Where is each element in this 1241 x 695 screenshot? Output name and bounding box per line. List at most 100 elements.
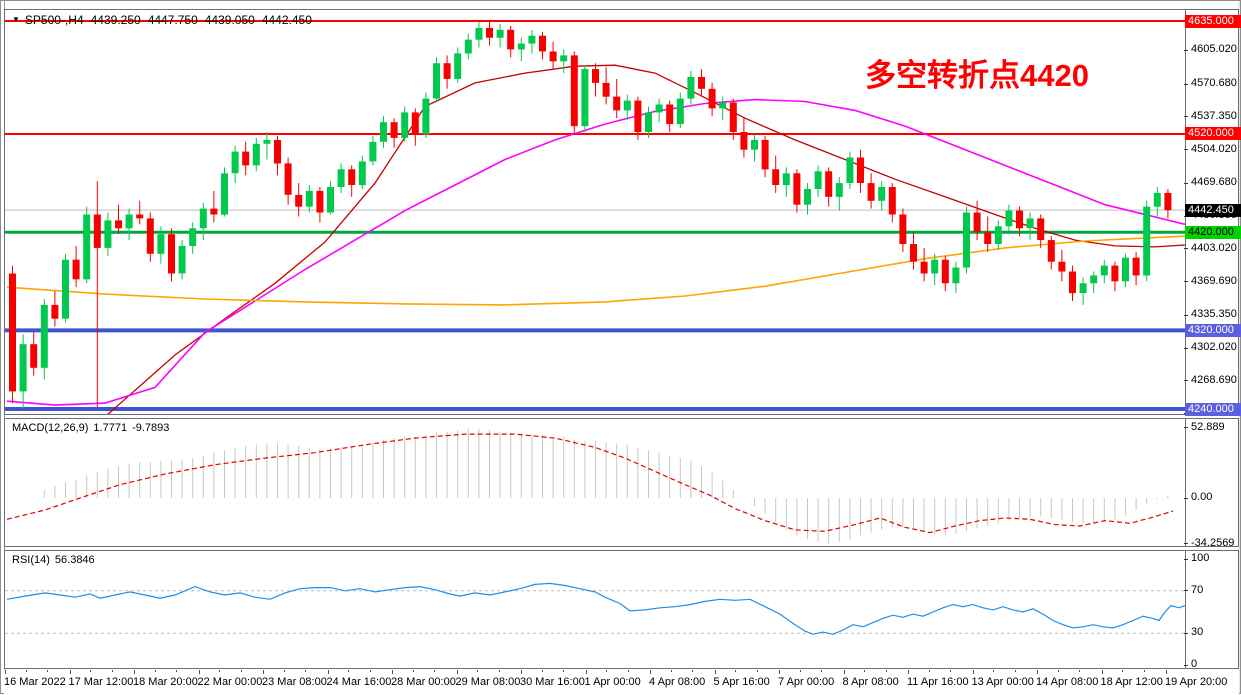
- time-tick-major: [392, 670, 393, 674]
- time-tick-major: [69, 670, 71, 674]
- macd-name: MACD(12,26,9): [12, 422, 89, 434]
- price-axis-separator: [1185, 10, 1186, 414]
- time-tick-major: [5, 670, 6, 674]
- time-tick-minor: [498, 670, 500, 672]
- time-tick-major: [521, 670, 522, 674]
- time-axis-label: 11 Apr 16:00: [907, 676, 969, 688]
- time-tick-major: [263, 670, 264, 674]
- chart-header: ▼ SP500-,H4 4439.250 4447.750 4439.050 4442.4…: [12, 13, 312, 27]
- macd-panel: MACD(12,26,9) 1.7771 -9.7893: [4, 418, 1239, 547]
- time-tick-minor: [412, 670, 414, 672]
- time-axis-label: 13 Apr 00:00: [971, 676, 1034, 688]
- time-tick-major: [456, 670, 458, 674]
- main-chart-panel: ▼ SP500-,H4 4439.250 4447.750 4439.050 4442.4…: [4, 9, 1239, 415]
- quote-close: 4442.450: [261, 13, 312, 27]
- rsi-line: [6, 582, 1185, 635]
- moving-average-red: [107, 64, 1185, 414]
- time-tick-minor: [606, 670, 607, 672]
- time-axis-label: 14 Apr 08:00: [1036, 676, 1099, 688]
- quote-low: 4439.050: [204, 13, 255, 27]
- macd-histogram: [43, 428, 1169, 544]
- macd-main-value: 1.7771: [93, 422, 128, 434]
- time-tick-minor: [692, 670, 693, 672]
- time-axis-label: 17 Mar 12:00: [68, 676, 134, 688]
- time-tick-minor: [1079, 670, 1080, 672]
- macd-signal-line: [6, 433, 1174, 534]
- time-tick-minor: [1143, 670, 1145, 672]
- time-tick-major: [1166, 670, 1167, 674]
- quote-high: 4447.750: [147, 13, 198, 27]
- time-tick-minor: [47, 670, 48, 672]
- time-tick-minor: [735, 670, 736, 672]
- time-tick-minor: [434, 670, 435, 672]
- time-tick-minor: [1122, 670, 1123, 672]
- macd-axis-separator: [1185, 419, 1186, 546]
- moving-average-orange: [6, 235, 1185, 306]
- macd-signal-value: -9.7893: [132, 422, 170, 434]
- time-tick-minor: [283, 670, 285, 672]
- collapse-triangle-icon[interactable]: ▼: [12, 15, 20, 24]
- time-tick-major: [972, 670, 974, 674]
- time-tick-minor: [928, 670, 930, 672]
- time-tick-minor: [305, 670, 306, 672]
- time-tick-major: [1037, 670, 1038, 674]
- time-axis-label: 18 Apr 12:00: [1100, 676, 1163, 688]
- time-tick-minor: [885, 670, 887, 672]
- time-tick-minor: [563, 670, 564, 672]
- window-right-edge: [1238, 1, 1240, 693]
- time-tick-minor: [864, 670, 865, 672]
- time-axis-label: 29 Mar 08:00: [455, 676, 521, 688]
- time-tick-minor: [799, 670, 801, 672]
- time-tick-minor: [240, 670, 242, 672]
- time-tick-minor: [90, 670, 91, 672]
- time-tick-minor: [541, 670, 543, 672]
- rsi-canvas[interactable]: [5, 551, 1185, 668]
- time-tick-major: [327, 670, 329, 674]
- time-axis-label: 19 Apr 20:00: [1165, 676, 1228, 688]
- time-axis-label: 30 Mar 16:00: [520, 676, 585, 688]
- time-axis-label: 23 Mar 08:00: [262, 676, 327, 688]
- time-axis[interactable]: 16 Mar 2022 17 Mar 12:00 18 Mar 20:00 22 Ma…: [4, 670, 1239, 694]
- time-tick-minor: [154, 670, 156, 672]
- rsi-value: 56.3846: [54, 554, 95, 566]
- macd-canvas[interactable]: [5, 419, 1185, 546]
- time-tick-minor: [1014, 670, 1016, 672]
- time-tick-minor: [348, 670, 349, 672]
- time-tick-major: [134, 670, 135, 674]
- time-axis-label: 18 Mar 20:00: [133, 676, 198, 688]
- time-tick-minor: [756, 670, 758, 672]
- time-tick-major: [650, 670, 651, 674]
- quote-open: 4439.250: [90, 13, 141, 27]
- time-axis-label: 1 Apr 00:00: [584, 676, 641, 688]
- symbol-label: SP500-,H4: [24, 13, 84, 27]
- time-axis-label: 22 Mar 00:00: [197, 676, 263, 688]
- time-tick-minor: [219, 670, 220, 672]
- time-tick-minor: [993, 670, 994, 672]
- rsi-header: RSI(14) 56.3846: [12, 554, 95, 566]
- time-tick-minor: [627, 670, 629, 672]
- time-tick-major: [908, 670, 909, 674]
- price-chart-canvas[interactable]: [5, 10, 1185, 414]
- rsi-panel: RSI(14) 56.3846: [4, 550, 1239, 669]
- chinese-annotation-text: 多空转折点4420: [865, 58, 1089, 93]
- time-tick-major: [779, 670, 780, 674]
- time-axis-label: 5 Apr 16:00: [713, 676, 770, 688]
- candlestick-series: [9, 21, 1172, 410]
- time-axis-label: 24 Mar 16:00: [326, 676, 392, 688]
- time-tick-minor: [477, 670, 478, 672]
- time-axis-label: 8 Apr 08:00: [842, 676, 899, 688]
- time-tick-major: [198, 670, 200, 674]
- time-tick-minor: [25, 670, 27, 672]
- macd-header: MACD(12,26,9) 1.7771 -9.7893: [12, 422, 169, 434]
- time-tick-minor: [950, 670, 951, 672]
- moving-average-magenta: [6, 98, 1185, 406]
- time-tick-major: [843, 670, 845, 674]
- time-axis-label: 28 Mar 00:00: [391, 676, 456, 688]
- time-axis-label: 7 Apr 00:00: [778, 676, 835, 688]
- rsi-axis-separator: [1185, 551, 1186, 668]
- time-tick-minor: [369, 670, 371, 672]
- time-tick-major: [714, 670, 716, 674]
- time-tick-minor: [821, 670, 822, 672]
- time-tick-minor: [176, 670, 177, 672]
